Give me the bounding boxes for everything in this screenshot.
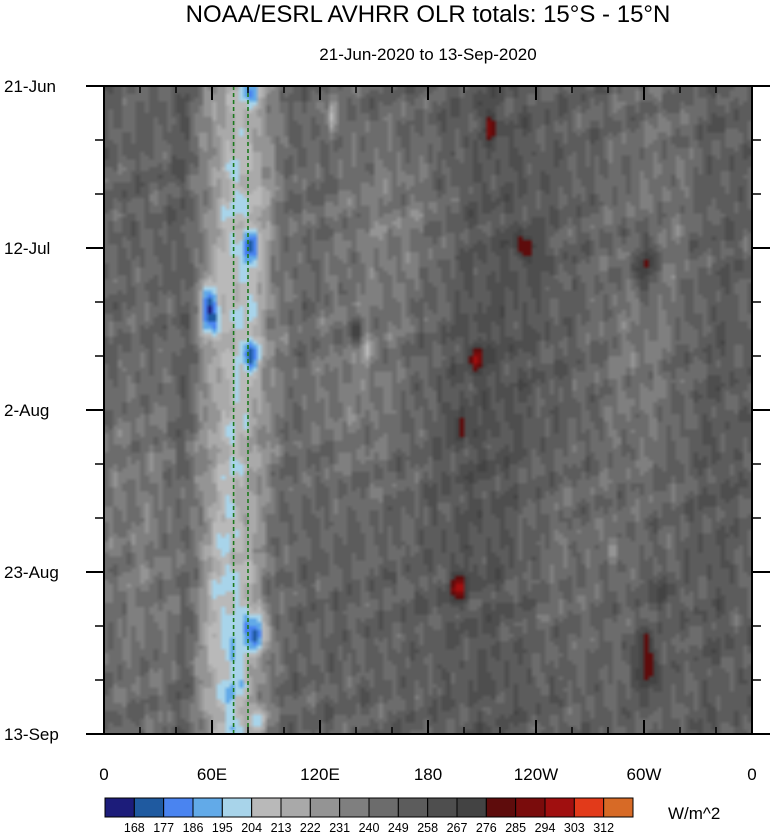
y-tick-label: 13-Sep (4, 725, 59, 744)
colorbar-swatch (133, 797, 165, 818)
colorbar-level-label: 186 (183, 821, 204, 835)
colorbar: 168 177 186 195 204 213 222 231 240 249 258 267 276 2… (104, 797, 634, 835)
colorbar-level-label: 222 (300, 821, 321, 835)
colorbar-swatch (427, 797, 458, 818)
chart-subtitle: 21-Jun-2020 to 13-Sep-2020 (319, 45, 536, 64)
x-tick-label: 60W (627, 765, 662, 784)
colorbar-swatch (309, 797, 341, 818)
x-tick-label: 60E (197, 765, 227, 784)
y-tick-label: 2-Aug (4, 401, 49, 420)
colorbar-swatch (368, 797, 399, 818)
colorbar-level-label: 294 (535, 821, 556, 835)
colorbar-swatch (163, 797, 194, 818)
reference-lines (232, 86, 249, 734)
colorbar-swatch (104, 797, 135, 818)
colorbar-level-label: 195 (212, 821, 233, 835)
colorbar-swatch (192, 797, 223, 818)
colorbar-units: W/m^2 (668, 804, 720, 823)
colorbar-level-label: 303 (564, 821, 585, 835)
colorbar-level-label: 213 (271, 821, 292, 835)
y-tick-label: 21-Jun (4, 77, 56, 96)
y-tick-label: 12-Jul (4, 239, 50, 258)
olr-field-cells (104, 86, 752, 734)
colorbar-level-label: 204 (241, 821, 262, 835)
colorbar-level-label: 258 (417, 821, 438, 835)
colorbar-level-label: 168 (124, 821, 145, 835)
colorbar-swatch (603, 797, 634, 818)
colorbar-level-label: 276 (476, 821, 497, 835)
colorbar-level-label: 312 (593, 821, 614, 835)
colorbar-swatch (221, 797, 253, 818)
colorbar-swatch (280, 797, 311, 818)
colorbar-level-label: 177 (153, 821, 174, 835)
colorbar-swatch (515, 797, 546, 818)
axes: 0 60E 120E 180 120W 60W 0 21-Jun 12-Jul 2-Aug 23-A… (4, 77, 770, 784)
colorbar-swatch (456, 797, 487, 818)
x-tick-label: 0 (99, 765, 108, 784)
colorbar-swatch (485, 797, 517, 818)
y-tick-label: 23-Aug (4, 563, 59, 582)
colorbar-level-label: 249 (388, 821, 409, 835)
colorbar-level-label: 231 (329, 821, 350, 835)
colorbar-swatch (544, 797, 575, 818)
colorbar-level-label: 285 (505, 821, 526, 835)
colorbar-swatch (339, 797, 370, 818)
colorbar-swatch (573, 797, 605, 818)
x-tick-label: 180 (414, 765, 442, 784)
x-tick-label: 0 (747, 765, 756, 784)
chart-title: NOAA/ESRL AVHRR OLR totals: 15°S - 15°N (186, 1, 671, 28)
x-tick-label: 120W (514, 765, 558, 784)
x-tick-label: 120E (300, 765, 340, 784)
colorbar-level-label: 240 (359, 821, 380, 835)
colorbar-swatch (397, 797, 429, 818)
colorbar-swatch (251, 797, 282, 818)
plot-area (104, 86, 752, 734)
colorbar-level-label: 267 (447, 821, 468, 835)
